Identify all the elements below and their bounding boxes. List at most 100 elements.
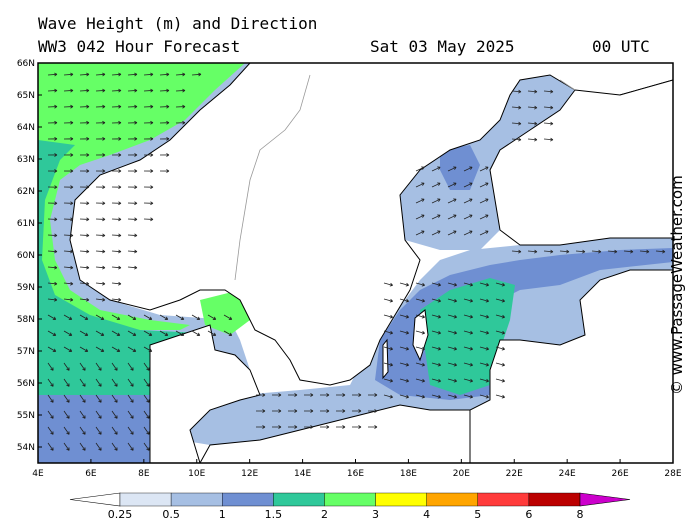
colorbar-swatch: [477, 492, 530, 507]
latitude-axis: 66N 65N 64N 63N 62N 61N 60N 59N 58N 57N 56N 55N 54N: [17, 59, 42, 453]
wave-arrow: [95, 362, 102, 371]
wave-arrow: [431, 362, 441, 367]
wave-arrow: [127, 346, 137, 352]
wave-arrow: [111, 314, 121, 320]
wave-arrow: [447, 314, 457, 319]
wave-arrow: [495, 346, 505, 351]
wave-arrow: [191, 330, 201, 336]
wave-arrow: [431, 394, 441, 399]
border-norway-sweden: [234, 74, 311, 281]
wave-arrow: [479, 230, 489, 236]
wave-arrow: [447, 362, 457, 367]
lat-label-58N: 58N: [17, 315, 35, 325]
wave-arrow: [368, 409, 378, 413]
wave-arrow: [383, 362, 393, 367]
wave-arrow: [431, 230, 441, 236]
wave-arrow: [479, 182, 489, 188]
colorbar-label: 0.25: [107, 508, 133, 521]
wave-arrow: [175, 104, 186, 109]
wave-arrow: [95, 88, 106, 93]
wave-arrow: [63, 265, 74, 270]
wave-arrow: [63, 410, 70, 419]
wave-arrow: [639, 249, 650, 254]
colorbar-label: 1: [218, 508, 226, 521]
wave-arrow: [415, 230, 425, 236]
wave-arrow: [95, 72, 106, 77]
wave-arrow: [447, 346, 457, 351]
wave-arrow: [383, 394, 393, 399]
wave-arrow: [111, 346, 121, 352]
wave-arrow: [527, 89, 538, 94]
wave-arrow: [79, 346, 89, 352]
wave-arrow: [95, 233, 106, 238]
wave-arrow: [127, 442, 134, 451]
wave-arrow: [47, 410, 54, 419]
wave-arrow: [159, 330, 169, 336]
wave-arrow: [79, 330, 89, 336]
wave-arrow: [479, 362, 489, 367]
wave-arrow: [256, 425, 266, 429]
wave-arrow: [79, 394, 86, 403]
wave-arrow: [111, 153, 122, 157]
wave-arrow: [63, 217, 74, 222]
wave-arrow: [431, 282, 441, 287]
wave-arrow: [336, 393, 346, 397]
wave-arrow: [79, 265, 90, 270]
wave-arrow: [399, 282, 409, 287]
bothnia-mid: [440, 145, 480, 190]
wave-arrow: [127, 330, 137, 336]
wave-arrow: [655, 249, 666, 254]
wave-arrow: [95, 265, 106, 270]
wave-arrow: [95, 153, 106, 157]
wave-arrow: [111, 426, 118, 435]
wave-arrow: [159, 120, 170, 125]
colorbar-swatch: [170, 492, 223, 507]
wave-arrow: [47, 217, 58, 222]
wave-arrow: [463, 182, 473, 188]
wave-arrow: [47, 249, 58, 254]
wave-arrow: [511, 249, 522, 254]
wave-arrow: [111, 394, 118, 403]
wave-arrow: [63, 72, 74, 77]
wave-arrow: [95, 249, 106, 254]
wave-arrow: [495, 314, 505, 319]
wave-arrow: [207, 330, 217, 336]
wave-arrow: [223, 330, 233, 336]
wave-arrow: [127, 169, 138, 173]
lon-label-28E: 28E: [664, 469, 681, 479]
wave-arrow: [63, 346, 73, 352]
wave-arrow: [47, 104, 58, 109]
wave-arrow: [111, 442, 118, 451]
lat-label-55N: 55N: [17, 411, 35, 421]
wave-arrow: [143, 153, 154, 157]
wave-arrow: [479, 298, 489, 303]
wave-arrow: [63, 281, 74, 286]
wave-arrow: [431, 198, 441, 204]
wave-arrow: [511, 121, 522, 126]
colorbar-swatch: [273, 492, 325, 507]
wave-arrow: [463, 378, 473, 383]
wave-arrow: [127, 410, 134, 419]
wave-arrow: [479, 346, 489, 351]
wave-arrow: [63, 136, 74, 141]
lat-label-66N: 66N: [17, 59, 35, 69]
wave-arrow: [79, 201, 90, 206]
wave-arrow: [111, 233, 122, 238]
wave-arrow: [79, 362, 86, 371]
wave-arrow: [111, 410, 118, 419]
wave-arrow: [79, 442, 86, 451]
wave-arrow: [63, 378, 70, 387]
wave-arrow: [47, 169, 58, 173]
wave-arrow: [383, 378, 393, 383]
colorbar: [69, 492, 631, 507]
wave-arrow: [95, 394, 102, 403]
wave-arrow: [63, 362, 70, 371]
wave-arrow: [143, 362, 150, 371]
wave-arrow: [288, 393, 298, 397]
wave-arrow: [95, 346, 105, 352]
wave-arrow: [431, 378, 441, 383]
wave-arrow: [127, 201, 138, 206]
wave-arrow: [63, 249, 74, 254]
wave-arrow: [143, 217, 154, 222]
